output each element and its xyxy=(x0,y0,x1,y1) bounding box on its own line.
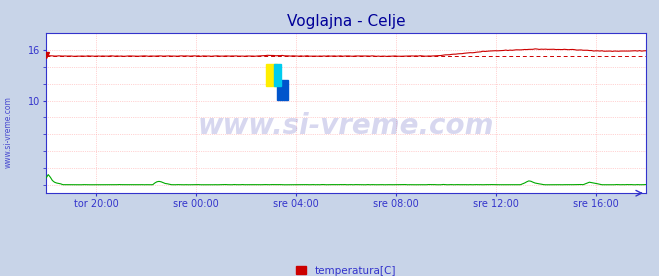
Legend: temperatura[C], pretok[m3/s]: temperatura[C], pretok[m3/s] xyxy=(296,266,396,276)
Bar xyxy=(277,79,288,100)
Bar xyxy=(266,63,277,86)
Title: Voglajna - Celje: Voglajna - Celje xyxy=(287,14,405,29)
Text: www.si-vreme.com: www.si-vreme.com xyxy=(3,97,13,168)
Bar xyxy=(274,63,281,86)
Text: www.si-vreme.com: www.si-vreme.com xyxy=(198,112,494,140)
